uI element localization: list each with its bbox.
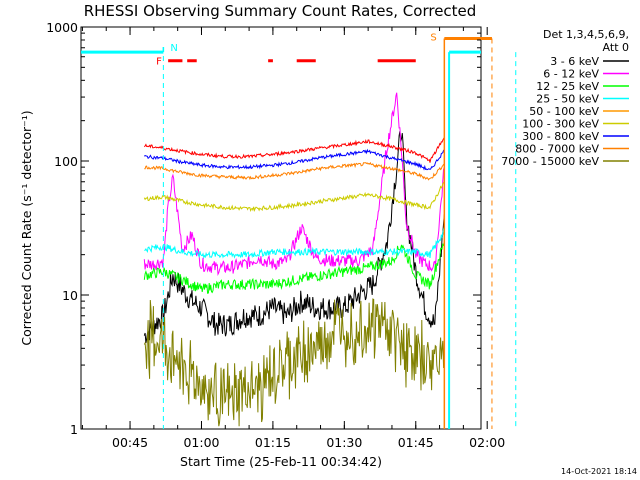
series-line [143,241,445,294]
series-line [143,298,445,427]
series-layer [143,92,445,427]
series-line [144,161,445,181]
y-axis-label: Corrected Count Rate (s⁻¹ detector⁻¹) [19,110,34,345]
plot-frame [80,26,482,430]
legend-header-line-2: Att 0 [603,41,629,54]
x-tick-label: 01:30 [326,435,362,450]
eclipse-label-left: N [170,43,177,54]
series-line [143,181,445,213]
legend-entry-label: 300 - 800 keV [522,130,599,143]
x-tick-label: 01:15 [255,435,291,450]
x-tick-label: 00:45 [112,435,148,450]
saa-flag-label: S [430,33,436,44]
x-tick-label: 01:00 [183,435,219,450]
axis-layer: 00:45 01:00 01:15 01:30 01:45 02:00 1 10 100 1000 [46,20,505,450]
y-tick-label: 1000 [46,20,78,35]
flare-flag-label: F [156,57,162,68]
legend-entry-label: 25 - 50 keV [536,93,599,106]
series-line [143,148,445,171]
legend-entry-label: 3 - 6 keV [550,55,599,68]
legend-entry-label: 50 - 100 keV [529,105,599,118]
legend-entry-label: 12 - 25 keV [536,80,599,93]
flag-layer: N S F [81,33,517,429]
legend-header-line-1: Det 1,3,4,5,6,9, [543,28,629,41]
x-axis-label: Start Time (25-Feb-11 00:34:42) [180,454,382,469]
legend-entry-label: 6 - 12 keV [543,68,599,81]
timestamp: 14-Oct-2021 18:14 [561,467,637,476]
x-tick-label: 02:00 [469,435,505,450]
chart-title: RHESSI Observing Summary Count Rates, Co… [84,2,477,20]
y-tick-label: 1 [70,422,78,437]
legend-entry-label: 7000 - 15000 keV [501,155,599,168]
series-line [144,227,445,260]
series-line [143,131,445,343]
y-tick-label: 10 [62,288,78,303]
legend-entry-label: 800 - 7000 keV [515,143,599,156]
series-line [143,137,445,163]
legend-entry-label: 100 - 300 keV [522,118,599,131]
y-tick-label: 100 [54,154,78,169]
x-tick-label: 01:45 [398,435,434,450]
